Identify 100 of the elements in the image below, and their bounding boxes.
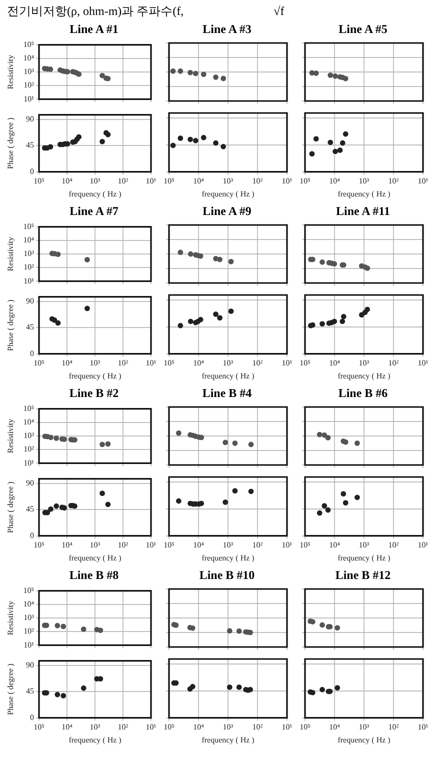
x-tick-label: 10⁵ xyxy=(164,722,175,732)
x-tick-label: 10⁴ xyxy=(193,540,204,550)
chart-title: Line A #3 xyxy=(202,22,252,38)
x-tick-label: 10¹ xyxy=(146,358,157,368)
y-tick-label: 45 xyxy=(26,140,34,150)
x-axis-title: frequency ( Hz ) xyxy=(338,553,391,562)
y-axis-title: Phase ( degree ) xyxy=(6,663,15,715)
chart-title: Line B #10 xyxy=(198,568,256,584)
y-tick-label: 0 xyxy=(30,530,34,540)
x-axis-title: frequency ( Hz ) xyxy=(202,189,255,198)
x-axis-title: frequency ( Hz ) xyxy=(338,189,391,198)
x-axis-title: frequency ( Hz ) xyxy=(68,371,122,380)
x-tick-label: 10⁴ xyxy=(329,176,340,186)
x-tick-label: 10³ xyxy=(222,722,234,732)
x-tick-label: 10⁵ xyxy=(164,540,175,550)
y-tick-label: 10⁵ xyxy=(23,40,34,49)
x-tick-label: 10¹ xyxy=(146,722,157,732)
x-tick-label: 10⁵ xyxy=(164,176,175,186)
x-tick-label: 10² xyxy=(118,176,129,186)
x-tick-label: 10¹ xyxy=(282,722,293,732)
chart-title: Line B #12 xyxy=(334,568,392,584)
chart-title: Line A #9 xyxy=(202,204,252,220)
y-axis-title: Phase ( degree ) xyxy=(6,481,15,533)
y-tick-label: 10¹ xyxy=(24,276,35,286)
x-tick-label: 10¹ xyxy=(418,176,429,186)
x-axis-title: frequency ( Hz ) xyxy=(202,371,255,380)
x-tick-label: 10⁵ xyxy=(300,540,311,550)
x-tick-label: 10⁴ xyxy=(193,176,204,186)
chart-title: Line B #2 xyxy=(68,386,120,402)
y-tick-label: 10⁴ xyxy=(23,235,34,244)
x-tick-label: 10⁴ xyxy=(193,722,204,732)
x-tick-label: 10¹ xyxy=(418,358,429,368)
x-tick-label: 10³ xyxy=(222,176,234,186)
x-tick-label: 10⁵ xyxy=(164,358,175,368)
x-tick-label: 10³ xyxy=(358,176,370,186)
x-tick-label: 10¹ xyxy=(282,358,293,368)
y-tick-label: 10¹ xyxy=(24,458,35,468)
y-tick-label: 10⁵ xyxy=(23,404,34,413)
x-tick-label: 10² xyxy=(252,540,264,550)
y-tick-label: 10² xyxy=(24,80,35,90)
x-tick-label: 10² xyxy=(388,176,400,186)
x-tick-label: 10⁴ xyxy=(193,358,204,368)
x-tick-label: 10² xyxy=(118,540,129,550)
y-tick-label: 10² xyxy=(24,262,35,272)
x-tick-label: 10⁴ xyxy=(62,358,73,368)
chart-title: Line A #5 xyxy=(338,22,388,38)
x-tick-label: 10³ xyxy=(358,358,370,368)
x-axis-title: frequency ( Hz ) xyxy=(68,553,122,562)
y-tick-label: 90 xyxy=(26,660,34,670)
x-tick-label: 10³ xyxy=(222,358,234,368)
x-tick-label: 10² xyxy=(388,722,400,732)
y-axis-title: Resistivity xyxy=(6,54,15,90)
x-axis-title: frequency ( Hz ) xyxy=(202,735,255,744)
x-axis-title: frequency ( Hz ) xyxy=(338,735,391,744)
y-tick-label: 10⁴ xyxy=(23,417,34,426)
y-tick-label: 0 xyxy=(30,166,34,176)
y-tick-label: 10³ xyxy=(24,249,35,258)
x-tick-label: 10⁴ xyxy=(329,722,340,732)
x-axis-title: frequency ( Hz ) xyxy=(68,735,122,744)
y-axis-title: Resistivity xyxy=(6,600,15,636)
x-tick-label: 10³ xyxy=(90,722,101,732)
y-tick-label: 10³ xyxy=(24,67,35,76)
y-tick-label: 10³ xyxy=(24,613,35,622)
y-tick-label: 90 xyxy=(26,114,34,124)
chart-title: Line A #1 xyxy=(68,22,120,38)
x-tick-label: 10¹ xyxy=(418,540,429,550)
y-tick-label: 10³ xyxy=(24,431,35,440)
x-axis-title: frequency ( Hz ) xyxy=(202,553,255,562)
x-tick-label: 10² xyxy=(118,358,129,368)
x-tick-label: 10² xyxy=(252,176,264,186)
y-tick-label: 10¹ xyxy=(24,94,35,104)
x-tick-label: 10¹ xyxy=(282,540,293,550)
x-tick-label: 10⁵ xyxy=(300,176,311,186)
x-tick-label: 10³ xyxy=(358,540,370,550)
x-tick-label: 10² xyxy=(252,722,264,732)
chart-title: Line B #6 xyxy=(337,386,389,402)
y-tick-label: 10² xyxy=(24,444,35,454)
y-tick-label: 45 xyxy=(26,322,34,332)
x-tick-label: 10² xyxy=(388,358,400,368)
x-tick-label: 10⁵ xyxy=(300,722,311,732)
y-axis-title: Resistivity xyxy=(6,236,15,272)
chart-title: Line B #8 xyxy=(68,568,120,584)
x-tick-label: 10¹ xyxy=(146,540,157,550)
x-axis-title: frequency ( Hz ) xyxy=(338,371,391,380)
y-axis-title: Resistivity xyxy=(6,418,15,454)
x-tick-label: 10² xyxy=(252,358,264,368)
y-tick-label: 0 xyxy=(30,348,34,358)
x-tick-label: 10³ xyxy=(222,540,234,550)
y-axis-title: Phase ( degree ) xyxy=(6,299,15,351)
y-tick-label: 45 xyxy=(26,504,34,514)
y-tick-label: 10⁴ xyxy=(23,599,34,608)
x-axis-title: frequency ( Hz ) xyxy=(68,189,122,198)
x-tick-label: 10³ xyxy=(358,722,370,732)
x-tick-label: 10¹ xyxy=(282,176,293,186)
y-tick-label: 0 xyxy=(30,712,34,722)
x-tick-label: 10⁴ xyxy=(62,176,73,186)
x-tick-label: 10² xyxy=(388,540,400,550)
x-tick-label: 10⁴ xyxy=(62,722,73,732)
y-tick-label: 90 xyxy=(26,478,34,488)
y-tick-label: 10¹ xyxy=(24,640,35,650)
